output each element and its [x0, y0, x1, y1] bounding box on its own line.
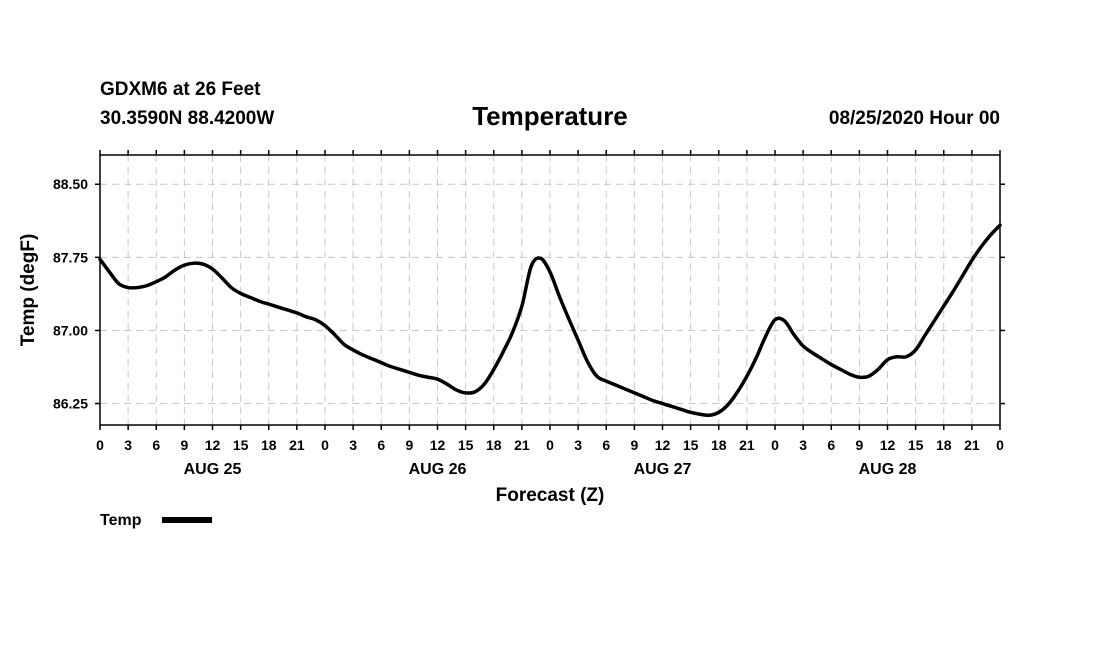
x-tick-label: 12: [880, 437, 896, 453]
day-label: AUG 25: [184, 461, 242, 478]
legend-label: Temp: [100, 512, 142, 529]
x-tick-label: 6: [377, 437, 385, 453]
day-label: AUG 26: [409, 461, 467, 478]
x-tick-label: 15: [458, 437, 474, 453]
day-label: AUG 28: [859, 461, 917, 478]
x-tick-label: 12: [430, 437, 446, 453]
y-tick-label: 88.50: [53, 176, 88, 192]
x-tick-label: 21: [739, 437, 755, 453]
x-tick-label: 9: [405, 437, 413, 453]
x-tick-label: 15: [233, 437, 249, 453]
x-tick-label: 6: [602, 437, 610, 453]
x-tick-label: 9: [630, 437, 638, 453]
x-axis-title: Forecast (Z): [496, 485, 605, 506]
x-tick-label: 18: [261, 437, 277, 453]
y-axis: 86.25 87.00 87.75 88.50: [53, 176, 1005, 412]
x-axis: 0 3 6 9 12 15 18 21 0 3 6 9 12 15 18 21 0 3 6 9 12 15 18 21 0 3 6 9…: [96, 150, 1004, 478]
x-tick-label: 3: [574, 437, 582, 453]
x-tick-label: 3: [349, 437, 357, 453]
x-tick-label: 15: [683, 437, 699, 453]
x-tick-label: 0: [321, 437, 329, 453]
x-tick-label: 18: [936, 437, 952, 453]
day-label: AUG 27: [634, 461, 692, 478]
y-tick-label: 87.00: [53, 322, 88, 338]
x-tick-label: 9: [180, 437, 188, 453]
x-tick-label: 21: [964, 437, 980, 453]
x-tick-label: 21: [289, 437, 305, 453]
x-tick-label: 0: [96, 437, 104, 453]
x-tick-label: 12: [655, 437, 671, 453]
y-axis-title: Temp (degF): [18, 234, 39, 347]
x-tick-label: 18: [711, 437, 727, 453]
x-tick-label: 0: [771, 437, 779, 453]
date-label: 08/25/2020 Hour 00: [829, 108, 1000, 129]
x-tick-label: 21: [514, 437, 530, 453]
chart-title: Temperature: [472, 101, 628, 131]
x-tick-label: 9: [855, 437, 863, 453]
x-tick-label: 18: [486, 437, 502, 453]
plot-frame: [99, 154, 1001, 426]
coords-label: 30.3590N 88.4200W: [100, 108, 274, 129]
grid: [100, 155, 1000, 425]
y-tick-label: 87.75: [53, 249, 88, 265]
x-tick-label: 6: [827, 437, 835, 453]
x-tick-label: 0: [546, 437, 554, 453]
y-tick-label: 86.25: [53, 396, 88, 412]
temp-series-line: [98, 223, 1002, 418]
station-label: GDXM6 at 26 Feet: [100, 79, 261, 100]
x-tick-label: 15: [908, 437, 924, 453]
x-tick-label: 12: [205, 437, 221, 453]
x-tick-label: 0: [996, 437, 1004, 453]
x-tick-label: 3: [124, 437, 132, 453]
x-tick-label: 3: [799, 437, 807, 453]
x-tick-label: 6: [152, 437, 160, 453]
